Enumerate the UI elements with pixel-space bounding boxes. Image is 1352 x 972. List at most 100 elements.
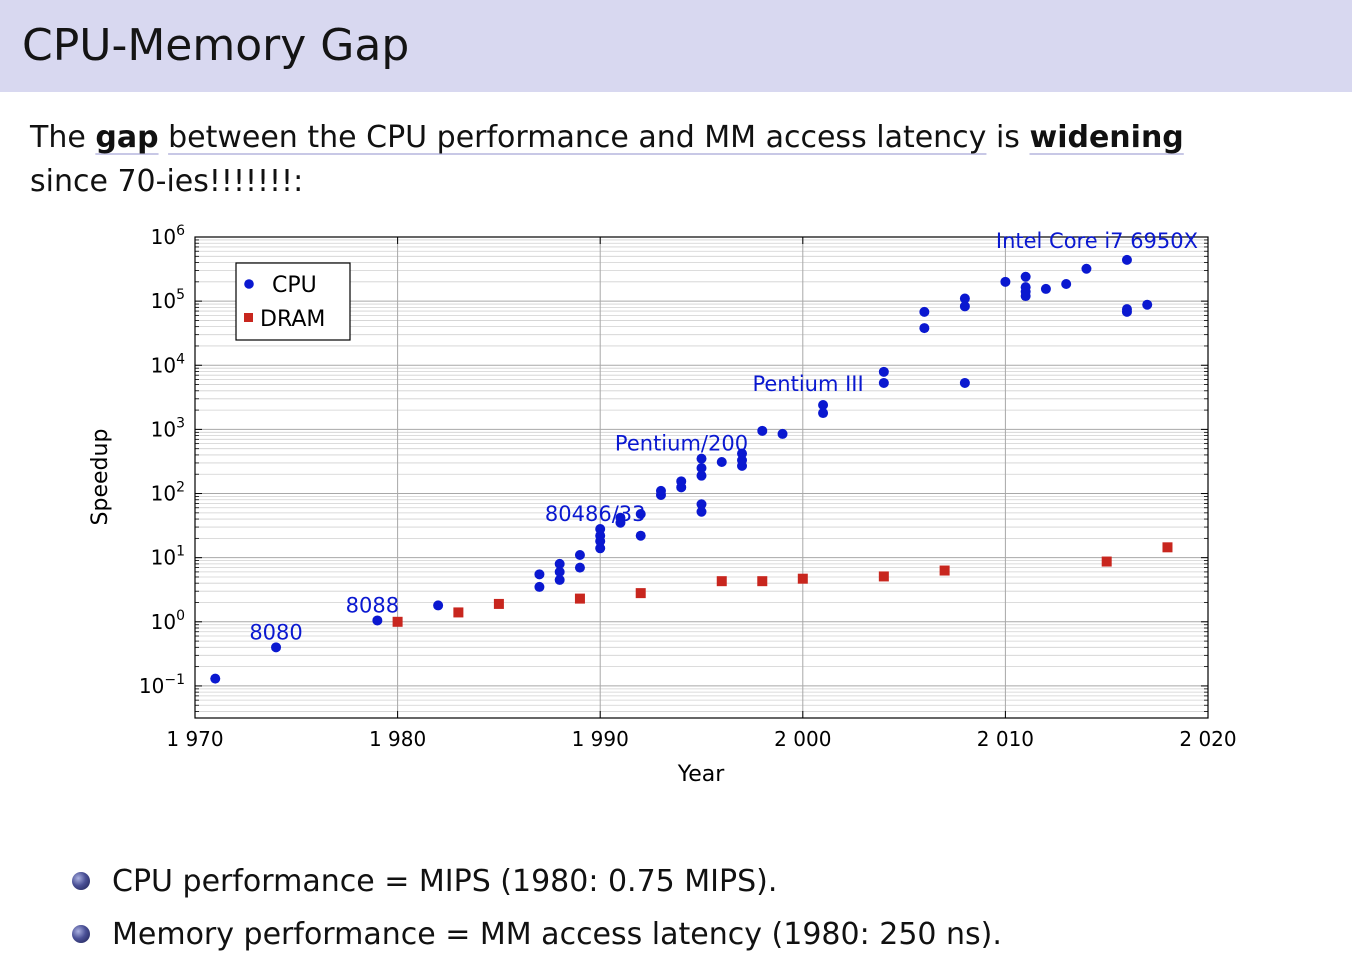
cpu-point bbox=[210, 673, 221, 684]
dram-point bbox=[453, 607, 464, 618]
cpu-point bbox=[554, 566, 565, 577]
cpu-point bbox=[1121, 304, 1132, 315]
cpu-point bbox=[534, 581, 545, 592]
cpu-point bbox=[615, 512, 626, 523]
cpu-point bbox=[818, 408, 829, 419]
annotation-label: 8088 bbox=[346, 593, 399, 617]
bullet-icon bbox=[72, 925, 90, 943]
intro-gap: gap bbox=[95, 120, 159, 155]
cpu-point bbox=[595, 543, 606, 554]
slide-title: CPU-Memory Gap bbox=[22, 20, 410, 71]
dram-point bbox=[1162, 542, 1173, 553]
cpu-point bbox=[757, 425, 768, 436]
x-tick-label: 1 990 bbox=[572, 727, 629, 751]
cpu-point bbox=[1121, 254, 1132, 265]
cpu-point bbox=[959, 301, 970, 312]
y-tick-label: 104 bbox=[151, 351, 185, 377]
cpu-point bbox=[574, 550, 585, 561]
y-tick-label: 102 bbox=[151, 480, 185, 506]
y-tick-label: 100 bbox=[151, 608, 185, 634]
intro-widening: widening bbox=[1029, 120, 1184, 155]
bullet-text-cpu: CPU performance = MIPS (1980: 0.75 MIPS)… bbox=[112, 864, 778, 899]
dram-point bbox=[392, 616, 403, 627]
x-tick-label: 1 970 bbox=[166, 727, 223, 751]
intro-text-2: between the CPU performance and MM acces… bbox=[168, 120, 987, 155]
cpu-point bbox=[696, 506, 707, 517]
cpu-point bbox=[1061, 278, 1072, 289]
x-tick-labels: 1 970 1 980 1 990 2 000 2 010 2 020 bbox=[166, 727, 1236, 751]
y-tick-label: 105 bbox=[151, 287, 185, 313]
cpu-point bbox=[574, 562, 585, 573]
dram-point bbox=[797, 573, 808, 584]
x-tick-label: 1 980 bbox=[369, 727, 426, 751]
chart-grid bbox=[194, 236, 1209, 718]
cpu-point bbox=[554, 558, 565, 569]
annotation-label: Intel Core i7 6950X bbox=[996, 229, 1198, 253]
annotation-label: 80486/33 bbox=[545, 502, 646, 526]
y-tick-label: 103 bbox=[151, 415, 185, 441]
legend-dram-label: DRAM bbox=[260, 307, 325, 332]
y-tick-label: 106 bbox=[151, 223, 185, 249]
annotation-label: 8080 bbox=[249, 620, 302, 644]
cpu-point bbox=[737, 448, 748, 459]
cpu-point bbox=[635, 508, 646, 519]
legend-box bbox=[235, 262, 351, 341]
plot-frame bbox=[194, 236, 1209, 719]
cpu-point bbox=[696, 499, 707, 510]
cpu-point bbox=[959, 293, 970, 304]
cpu-point bbox=[1040, 283, 1051, 294]
cpu-point bbox=[635, 530, 646, 541]
cpu-point bbox=[716, 457, 727, 468]
y-tick-label: 101 bbox=[151, 544, 185, 570]
cpu-point bbox=[1000, 276, 1011, 287]
dram-point bbox=[716, 576, 727, 587]
cpu-point bbox=[696, 470, 707, 481]
cpu-point bbox=[696, 453, 707, 464]
bullet-item-cpu: CPU performance = MIPS (1980: 0.75 MIPS)… bbox=[70, 855, 1002, 908]
dram-point bbox=[1101, 556, 1112, 567]
intro-text-1: The bbox=[30, 120, 96, 155]
cpu-point bbox=[271, 642, 282, 653]
data-points bbox=[210, 254, 1173, 684]
dram-point bbox=[757, 576, 768, 587]
bullet-item-memory: Memory performance = MM access latency (… bbox=[70, 908, 1002, 961]
title-bar: CPU-Memory Gap bbox=[0, 0, 1352, 92]
cpu-point bbox=[433, 600, 444, 611]
cpu-point bbox=[878, 377, 889, 388]
cpu-point bbox=[595, 523, 606, 534]
intro-text-4: since 70-ies!!!!!!!: bbox=[30, 164, 304, 199]
cpu-point bbox=[919, 323, 930, 334]
legend: CPU DRAM bbox=[235, 262, 351, 341]
cpu-point bbox=[1020, 282, 1031, 293]
dram-point bbox=[878, 571, 889, 582]
annotation-label: Pentium III bbox=[752, 372, 863, 396]
legend-dram-marker bbox=[244, 313, 253, 322]
cpu-point bbox=[777, 428, 788, 439]
y-tick-label: 10−1 bbox=[139, 672, 185, 698]
cpu-point bbox=[1020, 271, 1031, 282]
x-tick-label: 2 020 bbox=[1179, 727, 1236, 751]
x-tick-label: 2 000 bbox=[774, 727, 831, 751]
cpu-point bbox=[818, 400, 829, 411]
cpu-point bbox=[1081, 263, 1092, 274]
y-tick-labels: 10−1 100 101 102 103 104 105 106 bbox=[139, 223, 185, 698]
cpu-point bbox=[676, 476, 687, 487]
cpu-point bbox=[696, 463, 707, 474]
y-axis-label: Speedup bbox=[88, 429, 113, 526]
x-tick-label: 2 010 bbox=[977, 727, 1034, 751]
dram-point bbox=[939, 565, 950, 576]
x-axis-label: Year bbox=[677, 762, 726, 787]
legend-cpu-label: CPU bbox=[272, 273, 317, 298]
bullet-icon bbox=[72, 872, 90, 890]
annotation-label: Pentium/200 bbox=[615, 432, 748, 456]
cpu-point bbox=[1142, 299, 1153, 310]
cpu-point bbox=[372, 615, 383, 626]
cpu-point bbox=[554, 574, 565, 585]
cpu-point bbox=[878, 366, 889, 377]
dram-point bbox=[635, 588, 646, 599]
cpu-point bbox=[959, 377, 970, 388]
intro-paragraph: The gap between the CPU performance and … bbox=[30, 116, 1270, 204]
bullet-text-memory: Memory performance = MM access latency (… bbox=[112, 917, 1002, 952]
point-annotations: 8080 8088 80486/33 Pentium/200 Pentium III In… bbox=[249, 229, 1198, 644]
